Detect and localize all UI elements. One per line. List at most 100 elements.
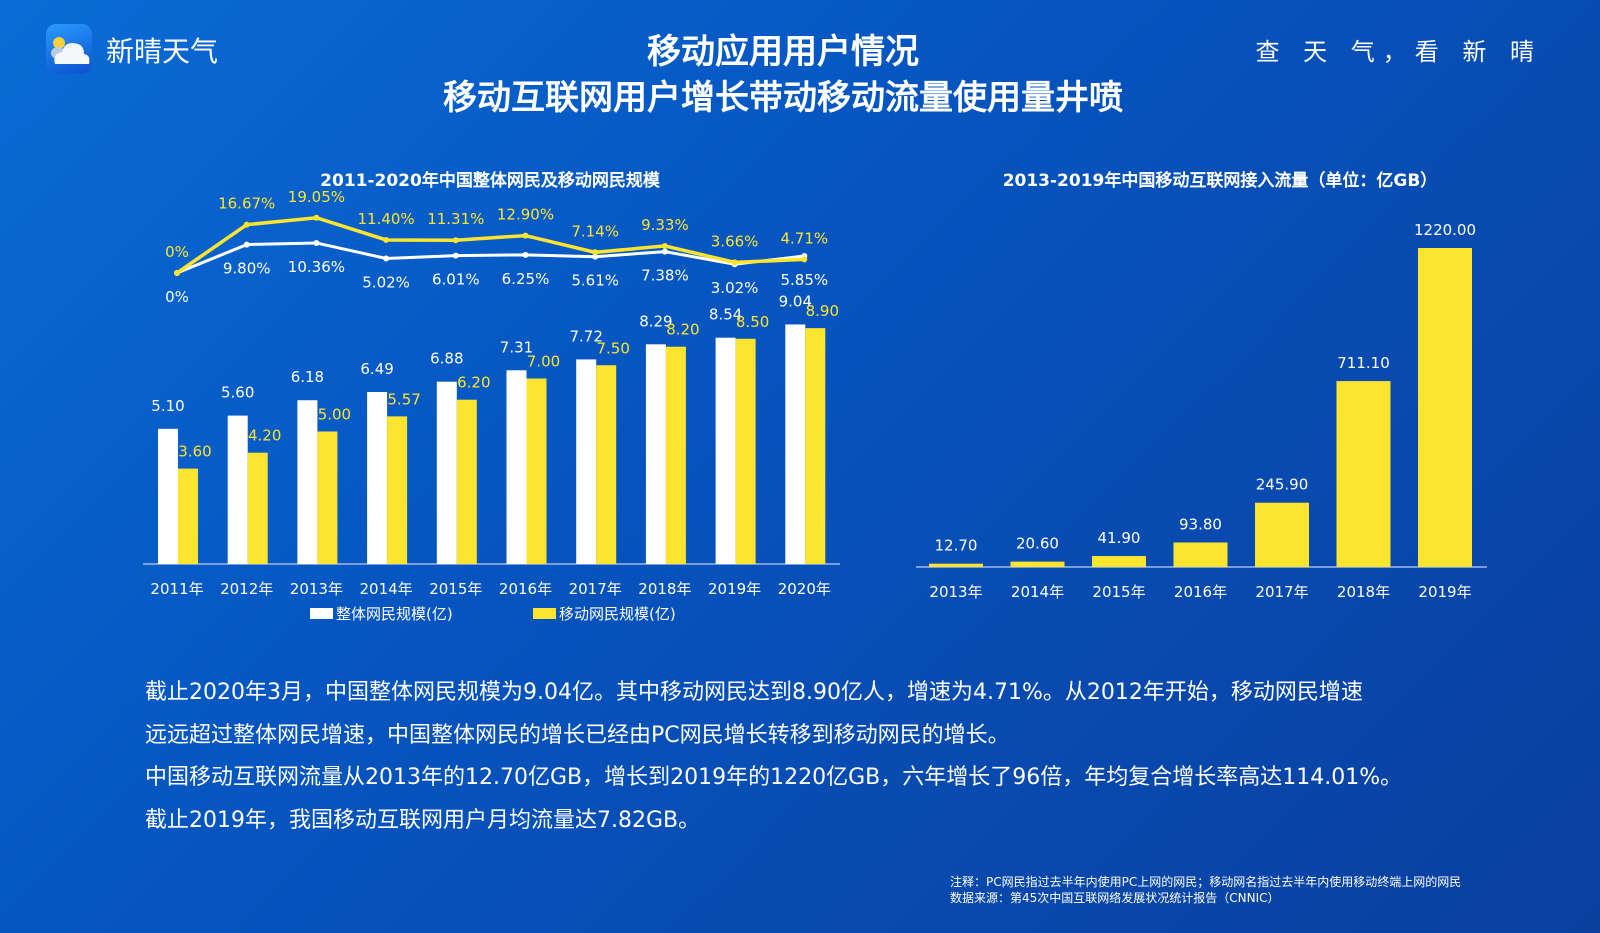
bar-total [436,381,457,564]
bar-label-traffic: 1220.00 [1414,221,1476,239]
growth-point [243,221,250,228]
bar-total [645,344,666,564]
body-line: 远远超过整体网民增速，中国整体网民的增长已经由PC网民增长转移到移动网民的增长。 [145,723,1010,748]
growth-point [661,248,668,255]
growth-point [522,251,529,258]
x-tick-label: 2014年 [1011,583,1064,601]
bar-traffic [1010,561,1065,567]
growth-label-mobile: 11.40% [357,210,414,228]
legend-label-mobile: 移动网民规模(亿) [559,605,676,623]
bar-total [576,359,597,564]
growth-point [661,242,668,249]
page-subtitle: 移动互联网用户增长带动移动流量使用量井喷 [443,78,1123,118]
bar-mobile [805,328,826,564]
growth-point [243,241,250,248]
bar-mobile [317,431,338,564]
growth-point [592,253,599,260]
bar-label-mobile: 6.20 [457,374,490,392]
bar-mobile [178,468,198,564]
x-tick-label: 2013年 [290,580,343,598]
bar-label-mobile: 7.50 [596,339,629,357]
bar-label-mobile: 8.50 [736,313,769,331]
growth-label-mobile: 16.67% [218,195,275,213]
growth-label-total: 5.61% [571,272,619,290]
bar-traffic [929,563,983,567]
growth-point [313,239,320,246]
x-tick-label: 2015年 [1092,583,1145,601]
bar-mobile [665,346,686,564]
bar-traffic [1092,556,1146,567]
page-title: 移动应用用户情况 [647,32,919,72]
bar-mobile [247,452,268,564]
bar-label-traffic: 711.10 [1337,354,1390,372]
growth-point [452,252,459,259]
bar-label-traffic: 245.90 [1256,476,1309,494]
bar-label-total: 5.60 [221,384,254,402]
bar-label-total: 9.04 [779,292,812,310]
growth-label-mobile: 19.05% [288,188,345,206]
bar-label-mobile: 4.20 [248,427,281,445]
growth-point [522,232,529,239]
growth-label-mobile: 11.31% [427,210,484,228]
body-line: 中国移动互联网流量从2013年的12.70亿GB，增长到2019年的1220亿G… [145,765,1403,790]
x-tick-label: 2016年 [499,580,552,598]
bar-mobile [526,378,547,564]
growth-point [174,270,180,276]
app-logo [46,24,92,74]
bar-label-mobile: 8.90 [806,302,839,320]
bar-label-total: 8.54 [709,306,742,324]
bar-label-mobile: 8.20 [666,321,699,339]
growth-point [452,237,459,244]
bar-label-total: 6.18 [291,368,324,386]
bar-traffic [1418,248,1472,567]
growth-line-mobile [176,215,805,275]
x-tick-label: 2016年 [1174,583,1227,601]
bar-traffic [1336,381,1391,567]
bar-label-mobile: 3.60 [178,443,211,461]
x-tick-label: 2017年 [569,580,622,598]
legend-label-total: 整体网民规模(亿) [336,605,453,623]
growth-line-total [176,241,805,275]
bar-label-total: 7.31 [500,338,533,356]
x-tick-label: 2013年 [929,583,982,601]
growth-label-mobile: 12.90% [497,206,554,224]
growth-label-mobile: 3.66% [711,232,759,250]
bar-total [367,392,388,564]
bar-total [227,415,248,564]
bar-label-traffic: 41.90 [1098,529,1141,547]
footnote: 注释：PC网民指过去半年内使用PC上网的网民；移动网名指过去半年内使用移动终端上… [950,875,1462,889]
growth-point [801,256,808,263]
bar-label-traffic: 12.70 [935,537,978,555]
bar-mobile [735,338,756,564]
growth-point [731,259,738,266]
bar-label-mobile: 5.00 [318,406,351,424]
growth-label-total: 6.25% [502,270,550,288]
bar-total [158,428,178,564]
legend-swatch-total [310,608,333,619]
bar-label-total: 7.72 [569,327,602,345]
growth-point [383,255,390,262]
bar-label-mobile: 5.57 [387,390,420,408]
bar-label-traffic: 20.60 [1016,535,1059,553]
bar-total [715,337,736,564]
legend-swatch-mobile [533,608,556,619]
body-line: 截止2020年3月，中国整体网民规模为9.04亿。其中移动网民达到8.90亿人，… [145,680,1363,705]
growth-label-mobile: 4.71% [780,229,828,247]
bar-label-mobile: 7.00 [527,353,560,371]
bar-total [506,370,527,564]
x-tick-label: 2019年 [708,580,761,598]
growth-label-total: 7.38% [641,267,689,285]
bar-traffic [1255,502,1309,567]
right-chart-title: 2013-2019年中国移动互联网接入流量（单位：亿GB） [1003,170,1438,191]
bar-label-total: 8.29 [639,312,672,330]
bar-mobile [596,365,617,564]
data-source: 数据来源：第45次中国互联网络发展状况统计报告（CNNIC） [950,891,1280,905]
x-tick-label: 2020年 [778,580,831,598]
bar-label-total: 5.10 [151,397,184,415]
growth-point [383,236,390,243]
growth-label-total: 10.36% [288,258,345,276]
growth-label-total: 9.80% [223,260,271,278]
x-tick-label: 2019年 [1418,583,1471,601]
left-chart-title: 2011-2020年中国整体网民及移动网民规模 [320,170,661,191]
